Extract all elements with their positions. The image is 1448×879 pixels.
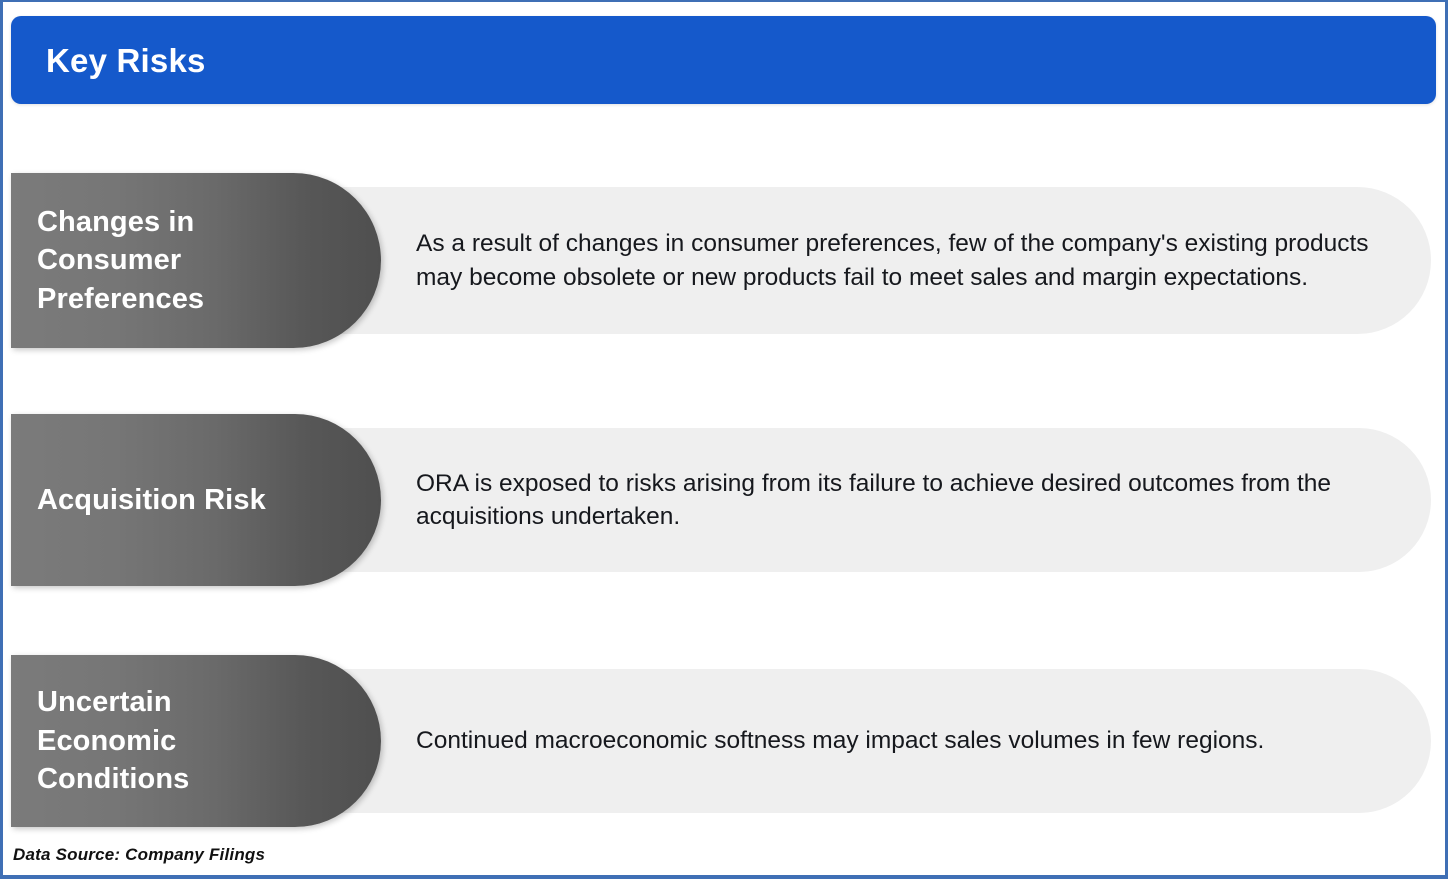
header-banner: Key Risks — [11, 16, 1436, 104]
risk-description-text: ORA is exposed to risks arising from its… — [416, 469, 1332, 530]
risk-label-text: Acquisition Risk — [37, 483, 266, 516]
risk-row[interactable]: As a result of changes in consumer prefe… — [11, 173, 1433, 348]
risk-description-panel: ORA is exposed to risks arising from its… — [161, 428, 1431, 572]
risk-description-text: Continued macroeconomic softness may imp… — [416, 727, 1265, 755]
risk-label-text: Uncertain Economic Conditions — [37, 686, 190, 796]
risk-label-pill[interactable]: Acquisition Risk — [11, 414, 381, 586]
risk-description-text: As a result of changes in consumer prefe… — [416, 230, 1369, 291]
risk-label-pill[interactable]: Changes in Consumer Preferences — [11, 173, 381, 348]
data-source-note: Data Source: Company Filings — [13, 845, 266, 864]
risk-description-panel: Continued macroeconomic softness may imp… — [161, 669, 1431, 813]
risk-row[interactable]: Continued macroeconomic softness may imp… — [11, 655, 1433, 827]
risk-label-text: Changes in Consumer Preferences — [37, 205, 205, 315]
page-title: Key Risks — [46, 41, 206, 79]
risk-label-pill[interactable]: Uncertain Economic Conditions — [11, 655, 381, 827]
risk-row[interactable]: ORA is exposed to risks arising from its… — [11, 414, 1433, 586]
